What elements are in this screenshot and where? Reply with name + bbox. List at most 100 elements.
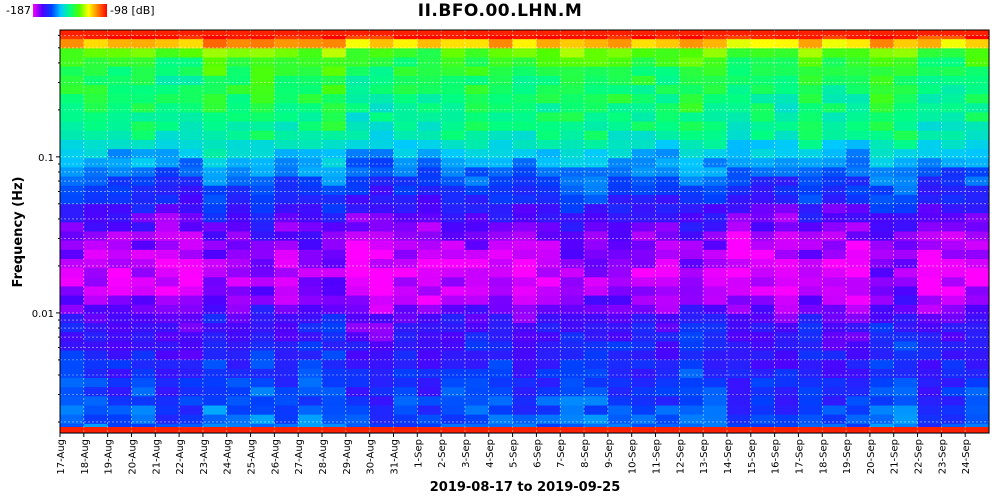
heatmap-cell [536,414,561,425]
heatmap-cell [179,323,204,333]
heatmap-cell [512,213,538,223]
heatmap-cell [893,313,919,324]
heatmap-cell [703,341,728,352]
heatmap-cell [155,112,180,123]
heatmap-cell [393,222,418,233]
heatmap-cell [822,167,847,178]
heatmap-cell [393,231,418,242]
heatmap-cell [750,359,776,370]
heatmap-cell [869,84,895,95]
heatmap-cell [131,304,156,315]
x-tick-label: 5-Sep [509,439,520,468]
heatmap-cell [631,332,657,343]
heatmap-cell [584,350,609,361]
heatmap-cell [869,378,895,388]
heatmap-cell [179,405,204,416]
heatmap-cell [417,130,442,141]
top-edge-band [60,30,989,36]
heatmap-cell [798,295,823,306]
heatmap-cell [393,139,418,150]
heatmap-cell [345,414,371,425]
heatmap-cell [917,350,942,361]
heatmap-cell [155,204,180,214]
heatmap-cell [607,249,633,260]
heatmap-cell [464,231,490,242]
heatmap-cell [202,112,228,123]
heatmap-cell [441,139,466,150]
heatmap-cell [179,194,204,205]
heatmap-cell [726,304,752,315]
heatmap-cell [750,277,776,288]
heatmap-cell [60,57,85,68]
heatmap-cell [607,130,633,141]
heatmap-cell [822,57,847,68]
heatmap-cell [774,213,800,223]
heatmap-cell [202,231,228,242]
heatmap-cell [60,405,85,416]
heatmap-cell [536,176,561,187]
heatmap-cell [107,396,133,407]
heatmap-cell [822,139,847,150]
heatmap-cell [274,130,299,141]
heatmap-cell [607,231,633,242]
heatmap-cell [703,231,728,242]
heatmap-cell [536,304,561,315]
heatmap-cell [560,213,585,223]
x-tick-label: 29-Aug [342,439,353,475]
heatmap-cell [131,359,156,370]
heatmap-cell [393,258,418,269]
heatmap-cell [798,94,823,104]
heatmap-cell [869,231,895,242]
heatmap-cell [488,48,514,59]
heatmap-cell [131,249,156,260]
heatmap-cell [560,94,585,104]
heatmap-cell [322,258,347,269]
heatmap-cell [226,387,252,397]
heatmap-cell [965,277,990,288]
heatmap-cell [822,359,847,370]
y-axis: 0.10.01 [32,34,60,423]
heatmap-cell [560,387,585,397]
heatmap-cell [774,387,800,397]
heatmap-cell [631,167,657,178]
heatmap-cell [798,323,823,333]
heatmap-cell [560,75,585,86]
heatmap-cell [179,149,204,159]
heatmap-cell [631,304,657,315]
heatmap-cell [941,249,966,260]
heatmap-cell [226,405,252,416]
heatmap-cell [226,313,252,324]
heatmap-cell [464,103,490,114]
heatmap-cell [60,139,85,150]
heatmap-cell [345,268,371,278]
heatmap-cell [131,185,156,196]
heatmap-cell [846,359,871,370]
heatmap-cell [131,57,156,68]
heatmap-cell [869,185,895,196]
heatmap-cell [893,387,919,397]
heatmap-cell [798,258,823,269]
heatmap-cell [155,231,180,242]
heatmap-cell [298,286,323,297]
heatmap-cell [369,405,395,416]
heatmap-cell [464,414,490,425]
x-tick-label: 14-Sep [723,439,734,474]
heatmap-cell [488,350,514,361]
heatmap-cell [726,94,752,104]
heatmap-cell [869,286,895,297]
heatmap-cell [107,341,133,352]
heatmap-cell [464,341,490,352]
heatmap-cell [393,295,418,306]
chart-title: II.BFO.00.LHN.M [417,1,583,21]
heatmap-cell [917,112,942,123]
heatmap-cell [274,414,299,425]
heatmap-cell [226,75,252,86]
heatmap-cell [941,350,966,361]
heatmap-cell [750,139,776,150]
heatmap-cell [846,158,871,168]
heatmap-cell [322,405,347,416]
heatmap-cell [750,387,776,397]
heatmap-cell [917,222,942,233]
heatmap-cell [179,341,204,352]
heatmap-cell [417,121,442,132]
